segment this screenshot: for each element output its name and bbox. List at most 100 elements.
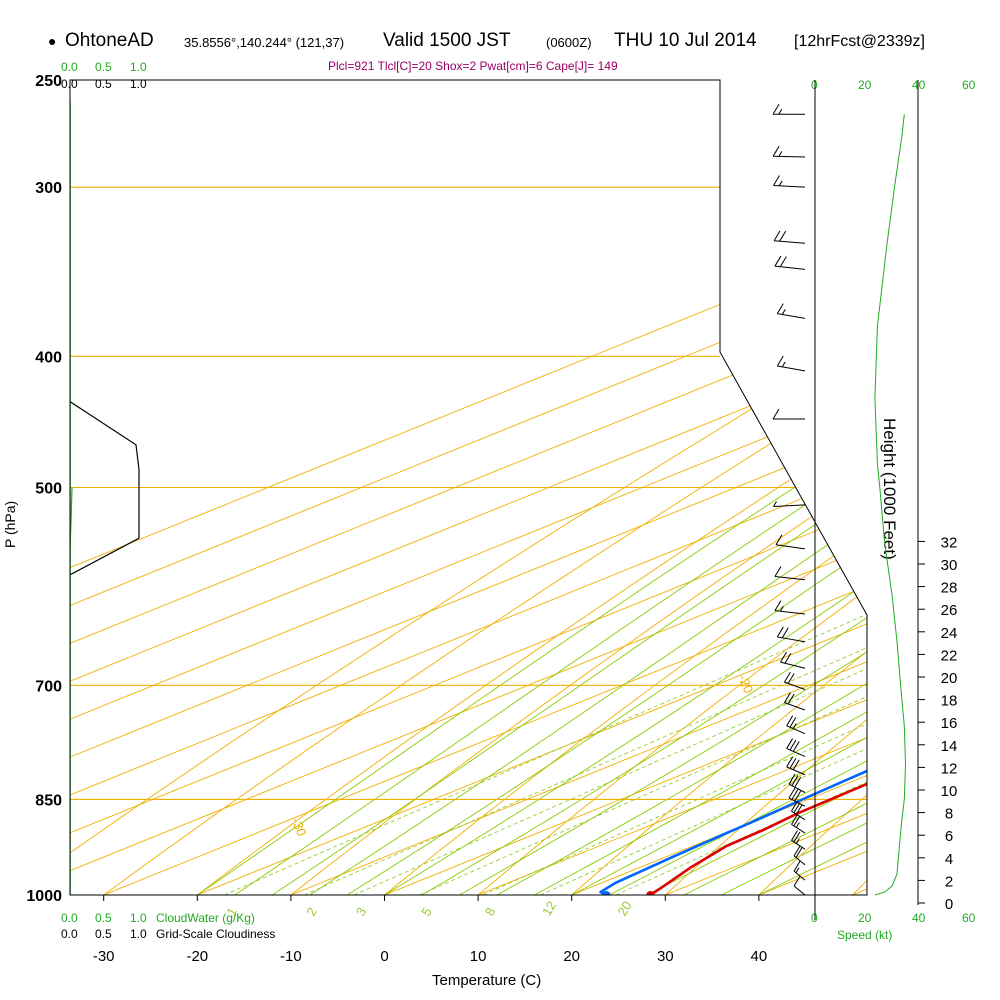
- wind-barb-flag: [789, 739, 797, 751]
- wind-barb-flag: [788, 773, 796, 785]
- wind-barb-flag: [773, 230, 781, 241]
- wind-barb: [791, 830, 806, 850]
- moist-adiabat-line: [459, 80, 867, 895]
- dewpoint-surface-dot: [602, 891, 611, 895]
- wind-barb-staff: [774, 610, 806, 615]
- wind-barb-flag: [793, 815, 801, 827]
- temperature-tick-label: 40: [751, 948, 768, 965]
- wind-barb: [780, 651, 806, 669]
- pressure-tick-label: 1000: [26, 888, 62, 905]
- wind-barb-flag: [793, 802, 801, 813]
- wind-barb-flag: [788, 787, 796, 799]
- mixing-ratio-line: [223, 355, 867, 895]
- speed-top-tick-60: 60: [962, 78, 976, 92]
- cloud-scale-top-green-0: 0.0: [61, 60, 78, 74]
- wind-barb-flag: [787, 693, 795, 705]
- isotherm-line: [384, 80, 867, 895]
- wind-barb-staff: [773, 155, 806, 158]
- wind-barb-flag: [786, 715, 794, 727]
- pressure-tick-label: 300: [35, 180, 62, 197]
- wind-barb-flag: [787, 673, 795, 684]
- moist-adiabat-line: [496, 80, 867, 895]
- moist-adiabat-line: [571, 80, 867, 895]
- isotherm-line: [758, 80, 867, 895]
- height-tick-label: 32: [941, 534, 958, 551]
- wind-barb-half: [778, 108, 783, 115]
- temperature-tick-label: 0: [380, 948, 388, 965]
- temperature-tick-label: 30: [657, 948, 674, 965]
- temperature-tick-label: 10: [470, 948, 487, 965]
- wind-barb-flag: [792, 759, 800, 770]
- isotherm-line: [70, 80, 867, 895]
- wind-barb-flag: [789, 758, 797, 769]
- wind-barb-half: [795, 822, 800, 828]
- wind-barb-flag: [791, 800, 798, 812]
- speed-bottom-tick-60: 60: [962, 911, 976, 925]
- dry-adiabat-line: [159, 80, 867, 895]
- cloudiness-profile: [70, 401, 140, 576]
- wind-barb-flag: [791, 789, 799, 800]
- wind-barb-flag: [793, 831, 801, 843]
- wind-barb-flag: [794, 776, 802, 788]
- isotherm-label: -30: [289, 815, 310, 838]
- valid-time: Valid 1500 JST: [383, 30, 511, 51]
- x-axis-title: Temperature (C): [432, 972, 542, 989]
- cloud-scale-top-green-1: 0.5: [95, 60, 112, 74]
- height-tick-label: 18: [941, 693, 958, 710]
- wind-barb: [774, 600, 806, 615]
- temperature-tick-label: -10: [280, 948, 302, 965]
- wind-barb-half: [779, 606, 784, 612]
- wind-barb-flag: [793, 845, 801, 857]
- pressure-tick-label: 400: [35, 349, 62, 366]
- wind-barb-flag: [786, 738, 794, 749]
- moist-adiabat-line: [234, 80, 867, 895]
- moist-adiabat-line: [421, 80, 867, 895]
- isotherm-line: [70, 80, 867, 895]
- wind-barb-flag: [779, 256, 787, 267]
- stability-indices: Plcl=921 Tlcl[C]=20 Shox=2 Pwat[cm]=6 Ca…: [328, 59, 618, 73]
- wind-barb-flag: [772, 103, 780, 115]
- valid-utc: (0600Z): [546, 35, 592, 50]
- wind-barb-flag: [793, 875, 801, 887]
- isotherm-line: [197, 80, 867, 895]
- speed-top-tick-20: 20: [858, 78, 872, 92]
- wind-barb: [773, 175, 806, 188]
- wind-barb-staff: [774, 576, 806, 581]
- wind-barb-flag: [791, 830, 798, 841]
- cloud-scale-bottom-green-2: 1.0: [130, 911, 147, 925]
- moist-adiabat-line: [197, 80, 867, 895]
- wind-barb-flag: [774, 255, 782, 267]
- height-tick-label: 14: [941, 738, 958, 755]
- cloud-scale-bottom-black-2: 1.0: [130, 927, 147, 941]
- mixing-ratio-label: 3: [353, 905, 370, 919]
- wind-barb-flag: [776, 303, 784, 314]
- isotherm-line: [477, 80, 867, 895]
- height-tick-label: 2: [945, 873, 953, 890]
- isotherm-line: [70, 80, 867, 895]
- wind-barb-staff: [773, 185, 806, 188]
- wind-barb-flag: [776, 626, 784, 638]
- wind-barb-flag: [791, 775, 799, 786]
- dry-adiabat-line: [70, 80, 867, 895]
- wind-barb-flag: [792, 741, 800, 752]
- wind-barb-half: [795, 867, 800, 873]
- wind-barb-flag: [784, 671, 791, 683]
- isotherm-line: [70, 80, 867, 895]
- temperature-tick-label: -30: [93, 948, 115, 965]
- wind-barb: [772, 408, 805, 420]
- moist-adiabat-line: [683, 80, 867, 895]
- moist-adiabat-line: [646, 80, 867, 895]
- wind-barb-half: [778, 180, 783, 187]
- wind-barb-staff: [786, 725, 806, 735]
- wind-barb-half: [792, 723, 797, 729]
- height-tick-label: 30: [941, 557, 958, 574]
- isotherm-line: [103, 80, 867, 895]
- moist-adiabat-line: [608, 80, 867, 895]
- wind-barb-staff: [780, 661, 806, 669]
- dry-adiabat-line: [633, 80, 867, 895]
- wind-barb-staff: [774, 265, 806, 270]
- wind-barb-flag: [774, 600, 782, 611]
- wind-barb: [776, 626, 806, 643]
- mixing-ratio-label: 20: [615, 898, 635, 918]
